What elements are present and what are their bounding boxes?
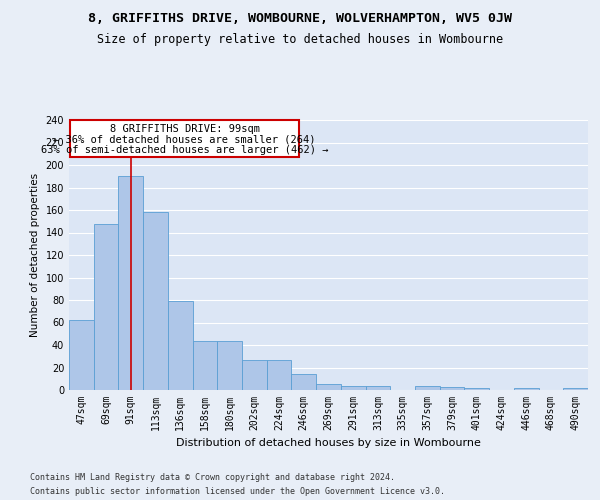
Bar [365, 386, 390, 390]
Bar [267, 360, 292, 390]
Text: 8, GRIFFITHS DRIVE, WOMBOURNE, WOLVERHAMPTON, WV5 0JW: 8, GRIFFITHS DRIVE, WOMBOURNE, WOLVERHAM… [88, 12, 512, 26]
Bar [69, 320, 94, 390]
Bar [94, 224, 118, 390]
Text: 63% of semi-detached houses are larger (462) →: 63% of semi-detached houses are larger (… [41, 144, 328, 154]
Bar [464, 388, 489, 390]
Bar [168, 301, 193, 390]
Text: Contains public sector information licensed under the Open Government Licence v3: Contains public sector information licen… [30, 488, 445, 496]
Y-axis label: Number of detached properties: Number of detached properties [30, 173, 40, 337]
Bar [193, 340, 217, 390]
Text: ← 36% of detached houses are smaller (264): ← 36% of detached houses are smaller (26… [53, 134, 316, 144]
Bar [292, 374, 316, 390]
Text: Contains HM Land Registry data © Crown copyright and database right 2024.: Contains HM Land Registry data © Crown c… [30, 472, 395, 482]
Text: Size of property relative to detached houses in Wombourne: Size of property relative to detached ho… [97, 32, 503, 46]
Bar [415, 386, 440, 390]
Bar [563, 388, 588, 390]
Bar [143, 212, 168, 390]
X-axis label: Distribution of detached houses by size in Wombourne: Distribution of detached houses by size … [176, 438, 481, 448]
Bar [118, 176, 143, 390]
Bar [70, 120, 299, 157]
Bar [217, 340, 242, 390]
Bar [341, 386, 365, 390]
Bar [514, 388, 539, 390]
Bar [440, 386, 464, 390]
Bar [242, 360, 267, 390]
Text: 8 GRIFFITHS DRIVE: 99sqm: 8 GRIFFITHS DRIVE: 99sqm [110, 124, 260, 134]
Bar [316, 384, 341, 390]
